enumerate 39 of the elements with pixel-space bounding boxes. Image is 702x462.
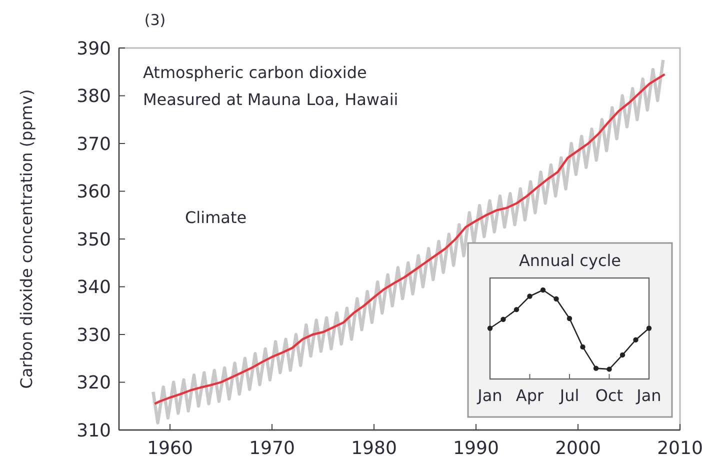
x-tick-label: Jul	[558, 386, 580, 405]
x-tick-label: 1970	[249, 438, 295, 459]
x-tick-label: 2010	[657, 438, 702, 459]
chart-title: (3)	[144, 11, 166, 29]
y-tick-label: 370	[76, 134, 111, 155]
point	[646, 326, 652, 331]
y-tick-label: 340	[76, 277, 111, 298]
x-tick-label: 2000	[555, 438, 601, 459]
point	[554, 296, 559, 302]
y-tick-label: 390	[76, 38, 111, 60]
point	[540, 287, 546, 293]
annotation: Measured at Mauna Loa, Hawaii	[143, 90, 398, 109]
chart-title: Annual cycle	[518, 251, 622, 270]
y-tick-label: 320	[76, 372, 111, 394]
point	[633, 337, 638, 342]
x-tick-label: Jan	[636, 386, 662, 405]
y-tick-label: 330	[76, 324, 111, 346]
point	[527, 294, 532, 299]
x-tick-label: 1990	[453, 438, 499, 459]
point	[500, 316, 506, 322]
point	[620, 352, 626, 358]
x-tick-label: Jan	[476, 386, 502, 405]
x-tick-label: Apr	[516, 386, 544, 405]
y-tick-label: 360	[76, 182, 111, 203]
annotation: Climate	[185, 208, 247, 227]
annotation: Atmospheric carbon dioxide	[143, 63, 367, 82]
y-tick-label: 310	[76, 420, 111, 442]
x-tick-label: 1980	[351, 438, 397, 459]
y-tick-label: 350	[76, 229, 111, 250]
point	[514, 306, 520, 312]
point	[593, 366, 599, 371]
y-tick-label: 380	[76, 86, 111, 108]
point	[580, 344, 586, 350]
point	[487, 326, 493, 331]
point	[606, 366, 612, 372]
y-axis-title: Carbon dioxide concentration (ppmv)	[17, 89, 36, 389]
point	[566, 316, 572, 322]
x-tick-label: 1960	[147, 438, 193, 459]
x-tick-label: Oct	[595, 386, 624, 405]
